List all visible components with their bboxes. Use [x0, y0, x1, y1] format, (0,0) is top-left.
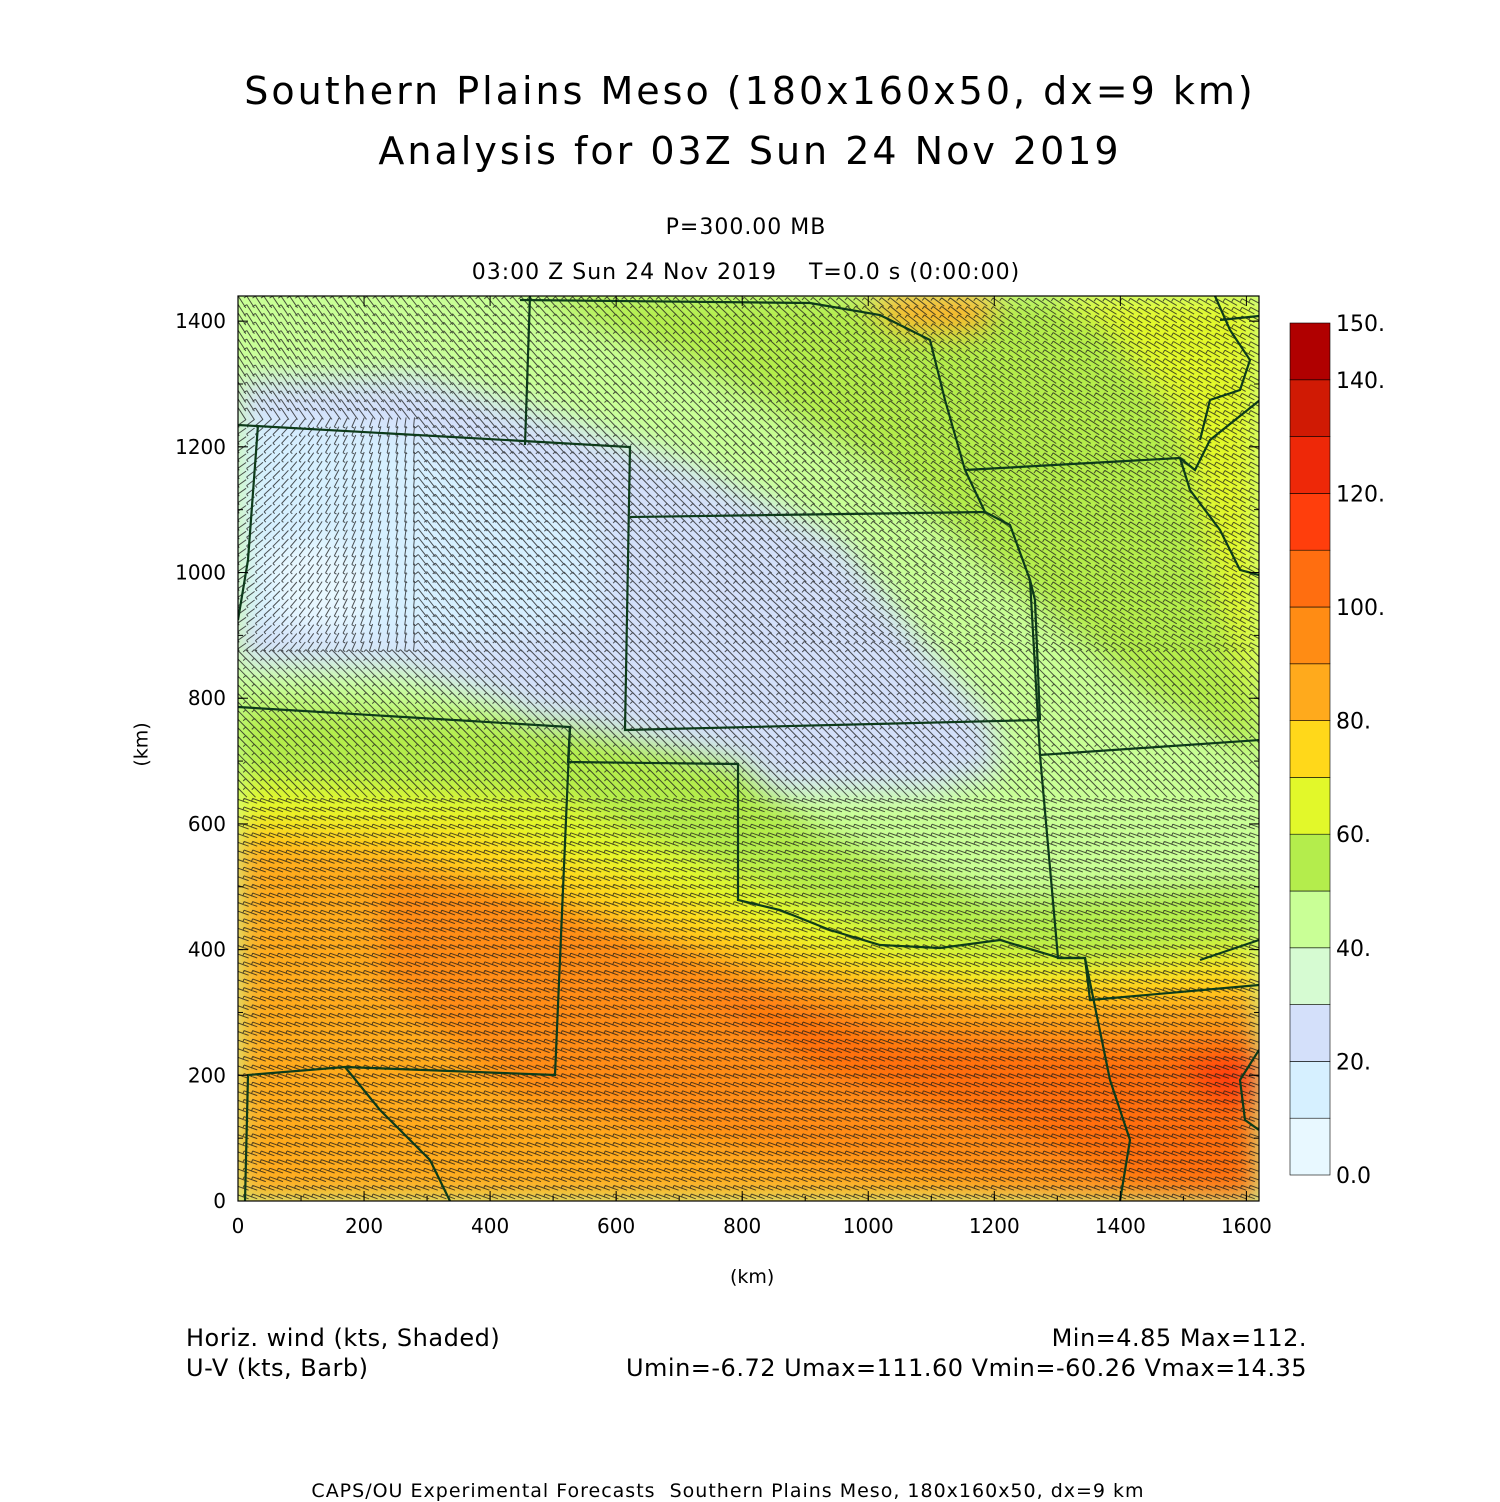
colorbar-swatch	[1289, 379, 1331, 437]
utah-border	[238, 424, 260, 621]
x-tick-label: 1000	[843, 1214, 894, 1238]
colorbar-swatch	[1289, 436, 1331, 494]
mississippi-river-north	[1198, 296, 1252, 441]
colorbar-swatch	[1289, 1117, 1331, 1176]
wisconsin-border	[1219, 314, 1259, 322]
valid-time: 03:00 Z Sun 24 Nov 2019 T=0.0 s (0:00:00…	[471, 260, 1021, 285]
y-tick-label: 1000	[175, 561, 226, 585]
x-tick-label: 1600	[1221, 1214, 1272, 1238]
colorbar-swatch	[1289, 777, 1331, 835]
y-tick-label: 200	[188, 1063, 226, 1087]
rio-grande	[344, 1066, 451, 1201]
colorbar-label: 0.0	[1336, 1164, 1371, 1189]
uv-min-max: Umin=-6.72 Umax=111.60 Vmin=-60.26 Vmax=…	[625, 1354, 1307, 1382]
barb-glyphs	[238, 296, 1259, 1200]
colorbar-label: 60.	[1336, 823, 1371, 848]
y-tick-label: 800	[188, 686, 226, 710]
iowa-missouri-border	[964, 399, 1259, 472]
colorbar-swatch	[1289, 1004, 1331, 1062]
colorbar-label: 40.	[1336, 937, 1371, 962]
colorbar: 0.0 20. 40. 60. 80. 100. 120. 140. 150.	[1289, 312, 1385, 1189]
nebraska-east	[964, 469, 986, 513]
y-axis-tick-labels: 0 200 400 600 800 1000 1200 1400	[175, 309, 226, 1213]
y-axis-label: (km)	[130, 722, 153, 767]
x-axis-label: (km)	[730, 1266, 775, 1288]
x-tick-label: 200	[345, 1214, 383, 1238]
wyoming-nebraska-border	[523, 296, 532, 446]
x-tick-label: 0	[232, 1214, 245, 1238]
colorbar-swatch	[1289, 549, 1331, 608]
colorbar-swatch	[1289, 322, 1331, 381]
nebraska-boundary	[519, 298, 967, 471]
state-boundaries	[238, 296, 1259, 1201]
x-tick-label: 400	[471, 1214, 509, 1238]
colorbar-swatch	[1289, 663, 1331, 721]
y-tick-label: 0	[213, 1189, 226, 1213]
x-tick-label: 1400	[1095, 1214, 1146, 1238]
x-axis-tick-labels: 0 200 400 600 800 1000 1200 1400 1600	[232, 1214, 1272, 1238]
colorbar-swatch	[1289, 947, 1331, 1005]
shaded-field-label: Horiz. wind (kts, Shaded)	[186, 1324, 501, 1352]
colorbar-swatch	[1289, 890, 1331, 949]
colorbar-swatch	[1289, 720, 1331, 778]
colorbar-swatch	[1289, 606, 1331, 665]
wind-barbs	[238, 296, 1259, 1200]
y-tick-label: 600	[188, 812, 226, 836]
colorbar-label: 100.	[1336, 596, 1385, 621]
colorado-kansas-border	[238, 423, 1041, 732]
plot-frame	[237, 295, 1260, 1202]
kansas-boundary	[629, 510, 1042, 721]
plot-title-line-2: Analysis for 03Z Sun 24 Nov 2019	[378, 129, 1122, 173]
x-tick-label: 600	[597, 1214, 635, 1238]
colorbar-swatch	[1289, 833, 1331, 892]
y-tick-label: 1400	[175, 309, 226, 333]
x-tick-label: 1200	[969, 1214, 1020, 1238]
colorbar-label: 80.	[1336, 710, 1371, 735]
footer-credit: CAPS/OU Experimental Forecasts Southern …	[311, 1480, 1145, 1502]
mississippi-border	[1199, 938, 1259, 962]
plot-title-line-1: Southern Plains Meso (180x160x50, dx=9 k…	[244, 69, 1256, 113]
mississippi-river-south	[1238, 1049, 1259, 1131]
pressure-level: P=300.00 MB	[665, 215, 827, 240]
axis-ticks	[237, 296, 1259, 1202]
shade-60-70-ne	[1050, 296, 1259, 720]
y-tick-label: 400	[188, 938, 226, 962]
illinois-border	[1178, 457, 1259, 577]
colorbar-swatch	[1289, 1061, 1331, 1119]
speed-min-max: Min=4.85 Max=112.	[1051, 1324, 1307, 1352]
x-tick-label: 800	[723, 1214, 761, 1238]
colorbar-swatch	[1289, 493, 1331, 551]
colorbar-label: 140.	[1336, 369, 1385, 394]
barb-field-label: U-V (kts, Barb)	[186, 1354, 369, 1382]
colorbar-label: 20.	[1336, 1050, 1371, 1075]
y-tick-label: 1200	[175, 435, 226, 459]
colorbar-label: 150.	[1336, 312, 1385, 337]
louisiana-texas-border	[1083, 957, 1132, 1201]
colorbar-label: 120.	[1336, 482, 1385, 507]
